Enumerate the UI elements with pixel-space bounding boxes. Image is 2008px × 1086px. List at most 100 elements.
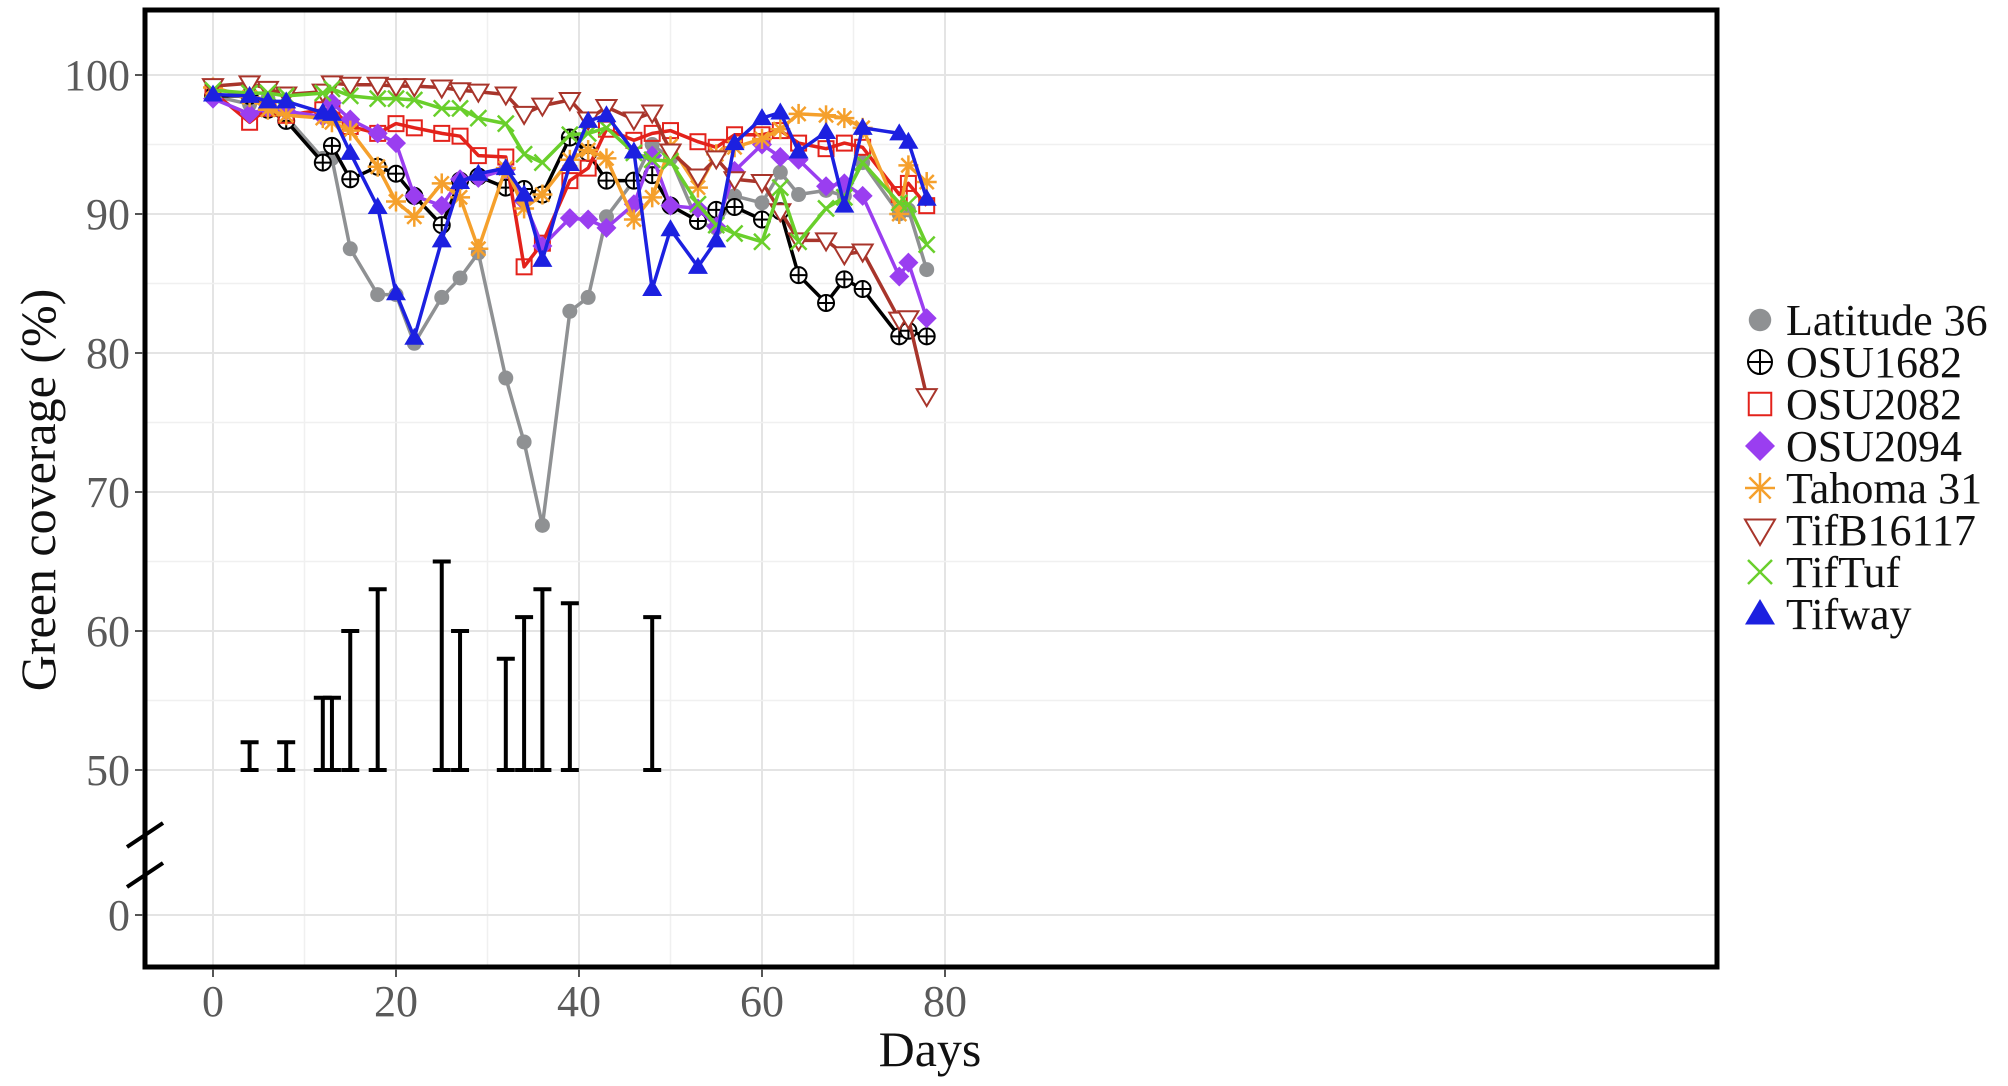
y-tick-label: 50 <box>86 746 130 795</box>
error-bar <box>368 587 387 772</box>
marker-square <box>405 119 423 137</box>
marker-triangle-down <box>896 310 921 331</box>
marker-x-arm <box>387 89 405 108</box>
data-point <box>560 128 579 147</box>
data-point <box>816 121 837 139</box>
data-point <box>340 142 361 160</box>
data-point <box>239 103 260 124</box>
data-point <box>754 195 770 211</box>
marker-triangle-down <box>530 97 555 118</box>
marker-circle <box>452 270 468 286</box>
data-point <box>643 150 662 169</box>
y-tick-label: 0 <box>108 891 130 940</box>
data-point <box>852 185 873 206</box>
marker-triangle-down <box>832 246 857 267</box>
marker-triangle-up <box>724 133 745 151</box>
data-point <box>834 195 855 213</box>
marker-triangle-up <box>386 283 406 301</box>
marker-triangle-up <box>321 103 342 121</box>
data-point <box>338 76 362 97</box>
data-point <box>791 187 807 203</box>
series-tifway <box>203 84 937 345</box>
data-point <box>752 128 772 149</box>
data-point <box>889 266 910 287</box>
data-point <box>496 114 515 133</box>
data-point <box>405 91 424 109</box>
data-point <box>596 217 617 238</box>
legend-item: Latitude 36 <box>1748 296 1988 345</box>
legend-item: Tifway <box>1745 590 1912 639</box>
marker-triangle-down <box>750 174 774 195</box>
data-point <box>1747 559 1773 585</box>
marker-square <box>515 258 533 276</box>
marker-x-arm <box>469 109 488 127</box>
marker-triangle-up <box>578 110 599 128</box>
marker-asterisk-arm <box>388 193 404 210</box>
marker-x-arm <box>496 114 515 133</box>
data-point <box>579 124 598 143</box>
marker-x-arm <box>323 80 341 98</box>
data-point <box>384 78 408 99</box>
error-bar <box>496 656 515 772</box>
marker-triangle-up <box>623 141 644 159</box>
marker-circle <box>498 370 514 386</box>
marker-triangle-up <box>788 141 809 159</box>
y-tick-label: 70 <box>86 468 130 517</box>
data-point <box>642 279 663 297</box>
data-point <box>914 388 939 409</box>
data-point <box>817 140 835 158</box>
data-point <box>404 327 425 345</box>
data-point <box>643 124 661 142</box>
marker-x-arm <box>1747 559 1773 585</box>
legend-label: TifTuf <box>1786 548 1901 597</box>
marker-square <box>451 127 469 145</box>
data-point <box>1745 473 1775 503</box>
data-point <box>579 159 597 177</box>
data-point <box>368 89 387 108</box>
marker-asterisk-arm <box>818 107 835 124</box>
marker-triangle-down <box>384 78 408 99</box>
data-point <box>1745 599 1775 625</box>
data-point <box>770 102 791 120</box>
data-point <box>770 147 791 168</box>
marker-x-arm <box>560 125 579 144</box>
marker-diamond <box>578 209 599 230</box>
marker-circle <box>791 187 807 203</box>
marker-triangle-down <box>256 80 280 101</box>
marker-triangle-down <box>558 92 582 112</box>
data-point <box>468 163 489 181</box>
marker-x-arm <box>405 91 424 109</box>
data-point <box>660 195 681 216</box>
data-point <box>386 283 406 301</box>
data-point <box>321 103 342 121</box>
marker-circle <box>434 289 450 305</box>
data-point <box>814 232 838 253</box>
data-point <box>367 197 388 215</box>
marker-circle <box>772 164 788 180</box>
data-point <box>1743 518 1777 547</box>
marker-diamond <box>431 195 452 216</box>
marker-x-arm <box>579 124 598 143</box>
data-point <box>917 327 936 346</box>
data-point <box>276 105 297 126</box>
marker-x-arm <box>899 195 918 214</box>
data-point <box>724 133 745 151</box>
data-point <box>704 150 728 171</box>
data-point <box>367 156 388 177</box>
marker-triangle-down <box>1743 518 1777 547</box>
marker-circle <box>580 289 596 305</box>
marker-circle <box>1748 308 1772 332</box>
legend-item: OSU1682 <box>1747 338 1962 387</box>
data-point <box>788 141 809 159</box>
error-bar <box>432 559 451 772</box>
data-point <box>432 99 451 118</box>
marker-x-arm <box>368 89 387 108</box>
marker-diamond <box>816 176 837 197</box>
marker-diamond <box>404 185 425 206</box>
marker-triangle-up <box>687 256 708 274</box>
data-point <box>640 104 664 125</box>
marker-square <box>387 115 405 133</box>
marker-triangle-up <box>816 121 837 139</box>
data-point <box>917 235 936 254</box>
